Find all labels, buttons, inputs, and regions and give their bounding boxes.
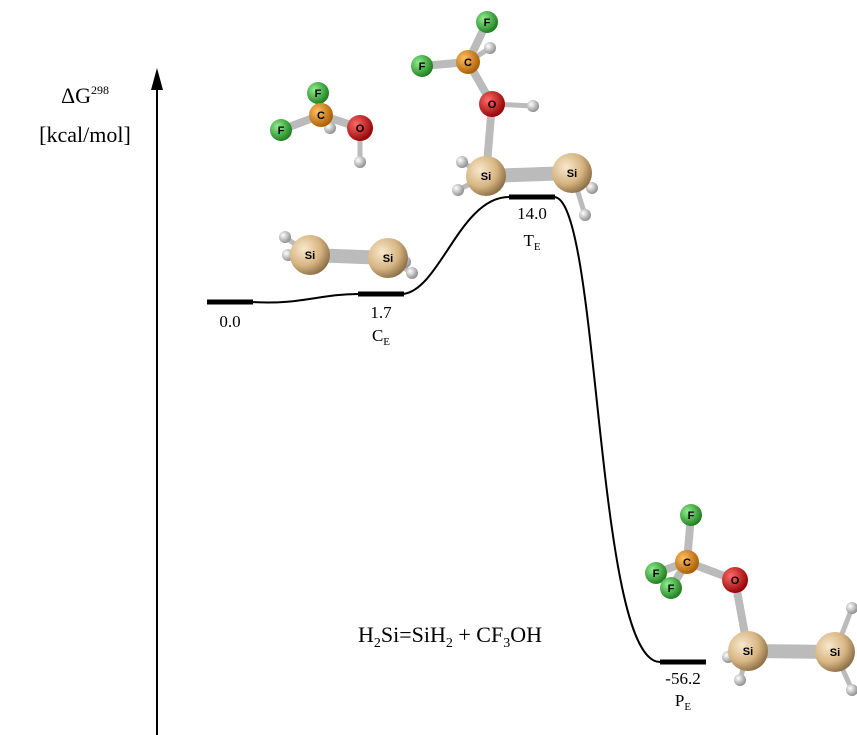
atom-label: C bbox=[683, 557, 691, 569]
atom-label: Si bbox=[830, 647, 840, 659]
reaction-sub: 2 bbox=[374, 636, 381, 651]
energy-label: -56.2 bbox=[665, 669, 700, 688]
state-subscript: E bbox=[534, 241, 541, 253]
hydrogen bbox=[452, 184, 464, 196]
atom-label: F bbox=[688, 510, 695, 522]
axis-label: ΔG298 bbox=[61, 83, 109, 108]
atom-label: O bbox=[488, 99, 497, 111]
diagram: ΔG298 [kcal/mol] H2Si=SiH2 + CF3OH FFCOS… bbox=[0, 0, 857, 735]
atom-label: C bbox=[464, 57, 472, 69]
hydrogen bbox=[484, 42, 496, 54]
state-letter: P bbox=[675, 691, 684, 710]
axis-unit: [kcal/mol] bbox=[39, 122, 131, 147]
atom-label: Si bbox=[305, 250, 315, 262]
reaction-part: Si=SiH bbox=[381, 622, 446, 647]
hydrogen bbox=[354, 156, 366, 168]
atom-label: Si bbox=[383, 253, 393, 265]
reaction-label: H2Si=SiH2 + CF3OH bbox=[358, 622, 542, 651]
state-label: TE bbox=[523, 231, 540, 253]
reaction-part: H bbox=[358, 622, 374, 647]
state-letter: C bbox=[372, 326, 383, 345]
energy-label: 14.0 bbox=[517, 204, 547, 223]
molecule: F F C O Si Si bbox=[411, 11, 598, 221]
reaction-sub: 2 bbox=[446, 636, 453, 651]
state-subscript: E bbox=[684, 701, 691, 713]
atom-label: Si bbox=[481, 171, 491, 183]
reaction-part: OH bbox=[510, 622, 542, 647]
atom-label: F bbox=[419, 61, 426, 73]
atom-label: O bbox=[731, 575, 740, 587]
atom-label: Si bbox=[743, 646, 753, 658]
hydrogen bbox=[527, 100, 539, 112]
atom-label: C bbox=[317, 110, 325, 122]
hydrogen bbox=[579, 209, 591, 221]
molecule: Si Si bbox=[279, 231, 418, 279]
state-letter: T bbox=[523, 231, 534, 250]
hydrogen bbox=[406, 267, 418, 279]
hydrogen bbox=[846, 602, 857, 614]
atom-label: Si bbox=[567, 168, 577, 180]
state-label: PE bbox=[675, 691, 691, 713]
energy-label: 0.0 bbox=[219, 312, 240, 331]
hydrogen bbox=[456, 156, 468, 168]
axis-superscript: 298 bbox=[91, 83, 109, 97]
hydrogen bbox=[734, 674, 746, 686]
atom-label: F bbox=[653, 568, 660, 580]
axis-arrow bbox=[151, 68, 163, 90]
axis-symbol: ΔG bbox=[61, 83, 91, 108]
state-subscript: E bbox=[383, 336, 390, 348]
energy-label: 1.7 bbox=[370, 303, 392, 322]
state-label: CE bbox=[372, 326, 390, 348]
atom-label: F bbox=[668, 583, 675, 595]
atom-label: O bbox=[356, 123, 365, 135]
atom-label: F bbox=[278, 125, 285, 137]
atom-label: F bbox=[315, 88, 322, 100]
reaction-part: + CF bbox=[453, 622, 503, 647]
hydrogen bbox=[279, 231, 291, 243]
atom-label: F bbox=[484, 17, 491, 29]
reaction-sub: 3 bbox=[503, 636, 510, 651]
